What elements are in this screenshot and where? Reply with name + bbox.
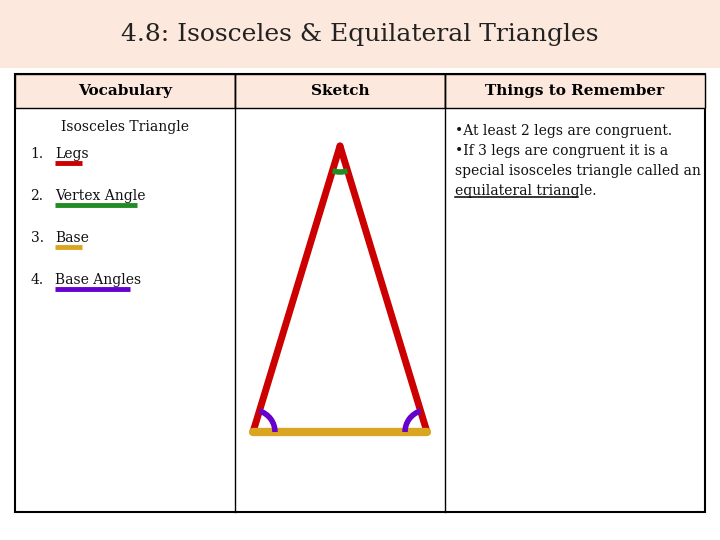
Bar bbox=[15, 74, 235, 108]
Text: Sketch: Sketch bbox=[311, 84, 369, 98]
Text: Things to Remember: Things to Remember bbox=[485, 84, 665, 98]
Bar bbox=[445, 74, 705, 108]
Text: equilateral triangle.: equilateral triangle. bbox=[455, 184, 596, 198]
Text: 4.: 4. bbox=[30, 273, 44, 287]
Text: 4.8: Isosceles & Equilateral Triangles: 4.8: Isosceles & Equilateral Triangles bbox=[121, 23, 599, 45]
Text: Isosceles Triangle: Isosceles Triangle bbox=[61, 120, 189, 134]
Text: special isosceles triangle called an: special isosceles triangle called an bbox=[455, 164, 701, 178]
Text: •If 3 legs are congruent it is a: •If 3 legs are congruent it is a bbox=[455, 144, 668, 158]
Text: Legs: Legs bbox=[55, 147, 89, 161]
Text: 2.: 2. bbox=[30, 189, 43, 203]
Text: Vertex Angle: Vertex Angle bbox=[55, 189, 145, 203]
Text: •At least 2 legs are congruent.: •At least 2 legs are congruent. bbox=[455, 124, 672, 138]
Text: Vocabulary: Vocabulary bbox=[78, 84, 172, 98]
Bar bbox=[0, 0, 720, 68]
Text: 3.: 3. bbox=[30, 231, 43, 245]
Bar bbox=[235, 74, 445, 108]
Bar bbox=[15, 74, 705, 512]
Text: 1.: 1. bbox=[30, 147, 44, 161]
Text: Base: Base bbox=[55, 231, 89, 245]
Text: Base Angles: Base Angles bbox=[55, 273, 141, 287]
